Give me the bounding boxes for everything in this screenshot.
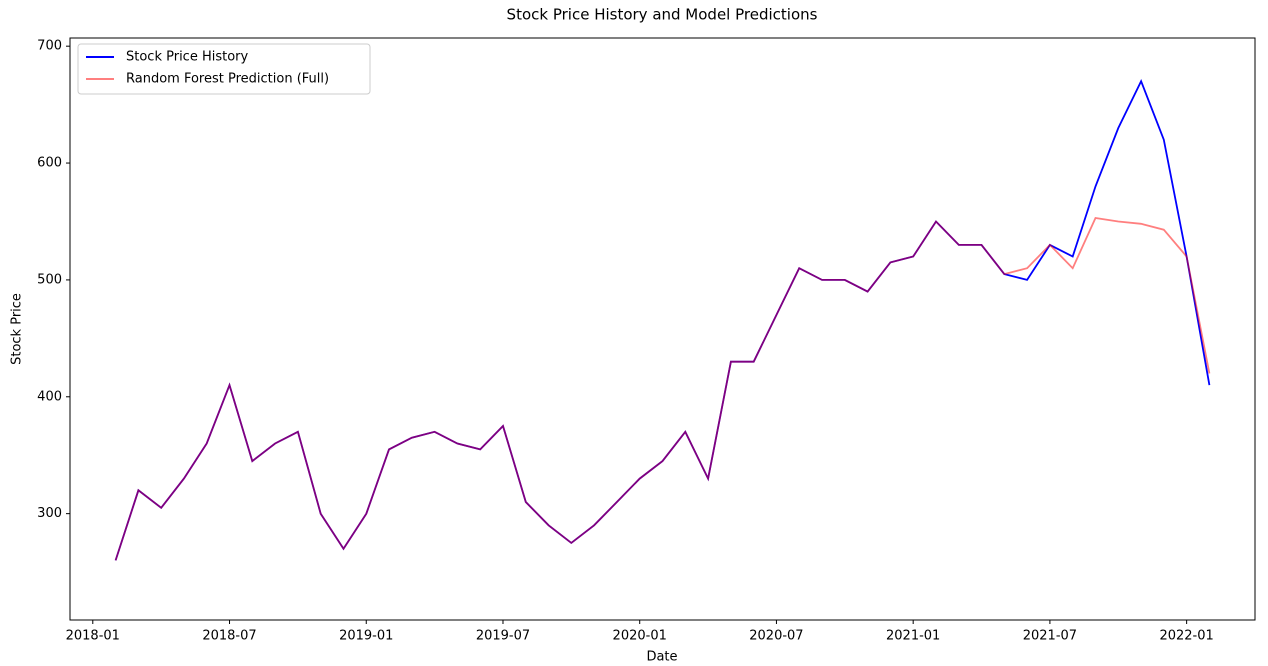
x-axis-label: Date: [646, 650, 677, 665]
y-tick-label: 400: [37, 389, 62, 404]
chart-title: Stock Price History and Model Prediction…: [507, 6, 818, 24]
y-tick-label: 500: [37, 272, 62, 287]
x-tick-label: 2020-07: [749, 629, 803, 644]
series-line: [114, 78, 1211, 561]
x-tick-label: 2021-07: [1023, 629, 1077, 644]
legend-label: Stock Price History: [126, 50, 249, 65]
series-line: [114, 217, 1211, 561]
y-tick-label: 700: [37, 39, 62, 54]
y-tick-label: 600: [37, 156, 62, 171]
x-tick-label: 2022-01: [1159, 629, 1213, 644]
x-tick-label: 2019-01: [339, 629, 393, 644]
x-tick-label: 2019-07: [476, 629, 530, 644]
legend-label: Random Forest Prediction (Full): [126, 72, 329, 87]
x-tick-label: 2021-01: [886, 629, 940, 644]
x-tick-label: 2018-01: [66, 629, 120, 644]
x-tick-label: 2020-01: [613, 629, 667, 644]
legend-box: [77, 43, 371, 95]
y-axis-label: Stock Price: [10, 293, 25, 365]
x-tick-label: 2018-07: [202, 629, 256, 644]
y-tick-label: 300: [37, 506, 62, 521]
plot-frame: [69, 37, 1256, 621]
